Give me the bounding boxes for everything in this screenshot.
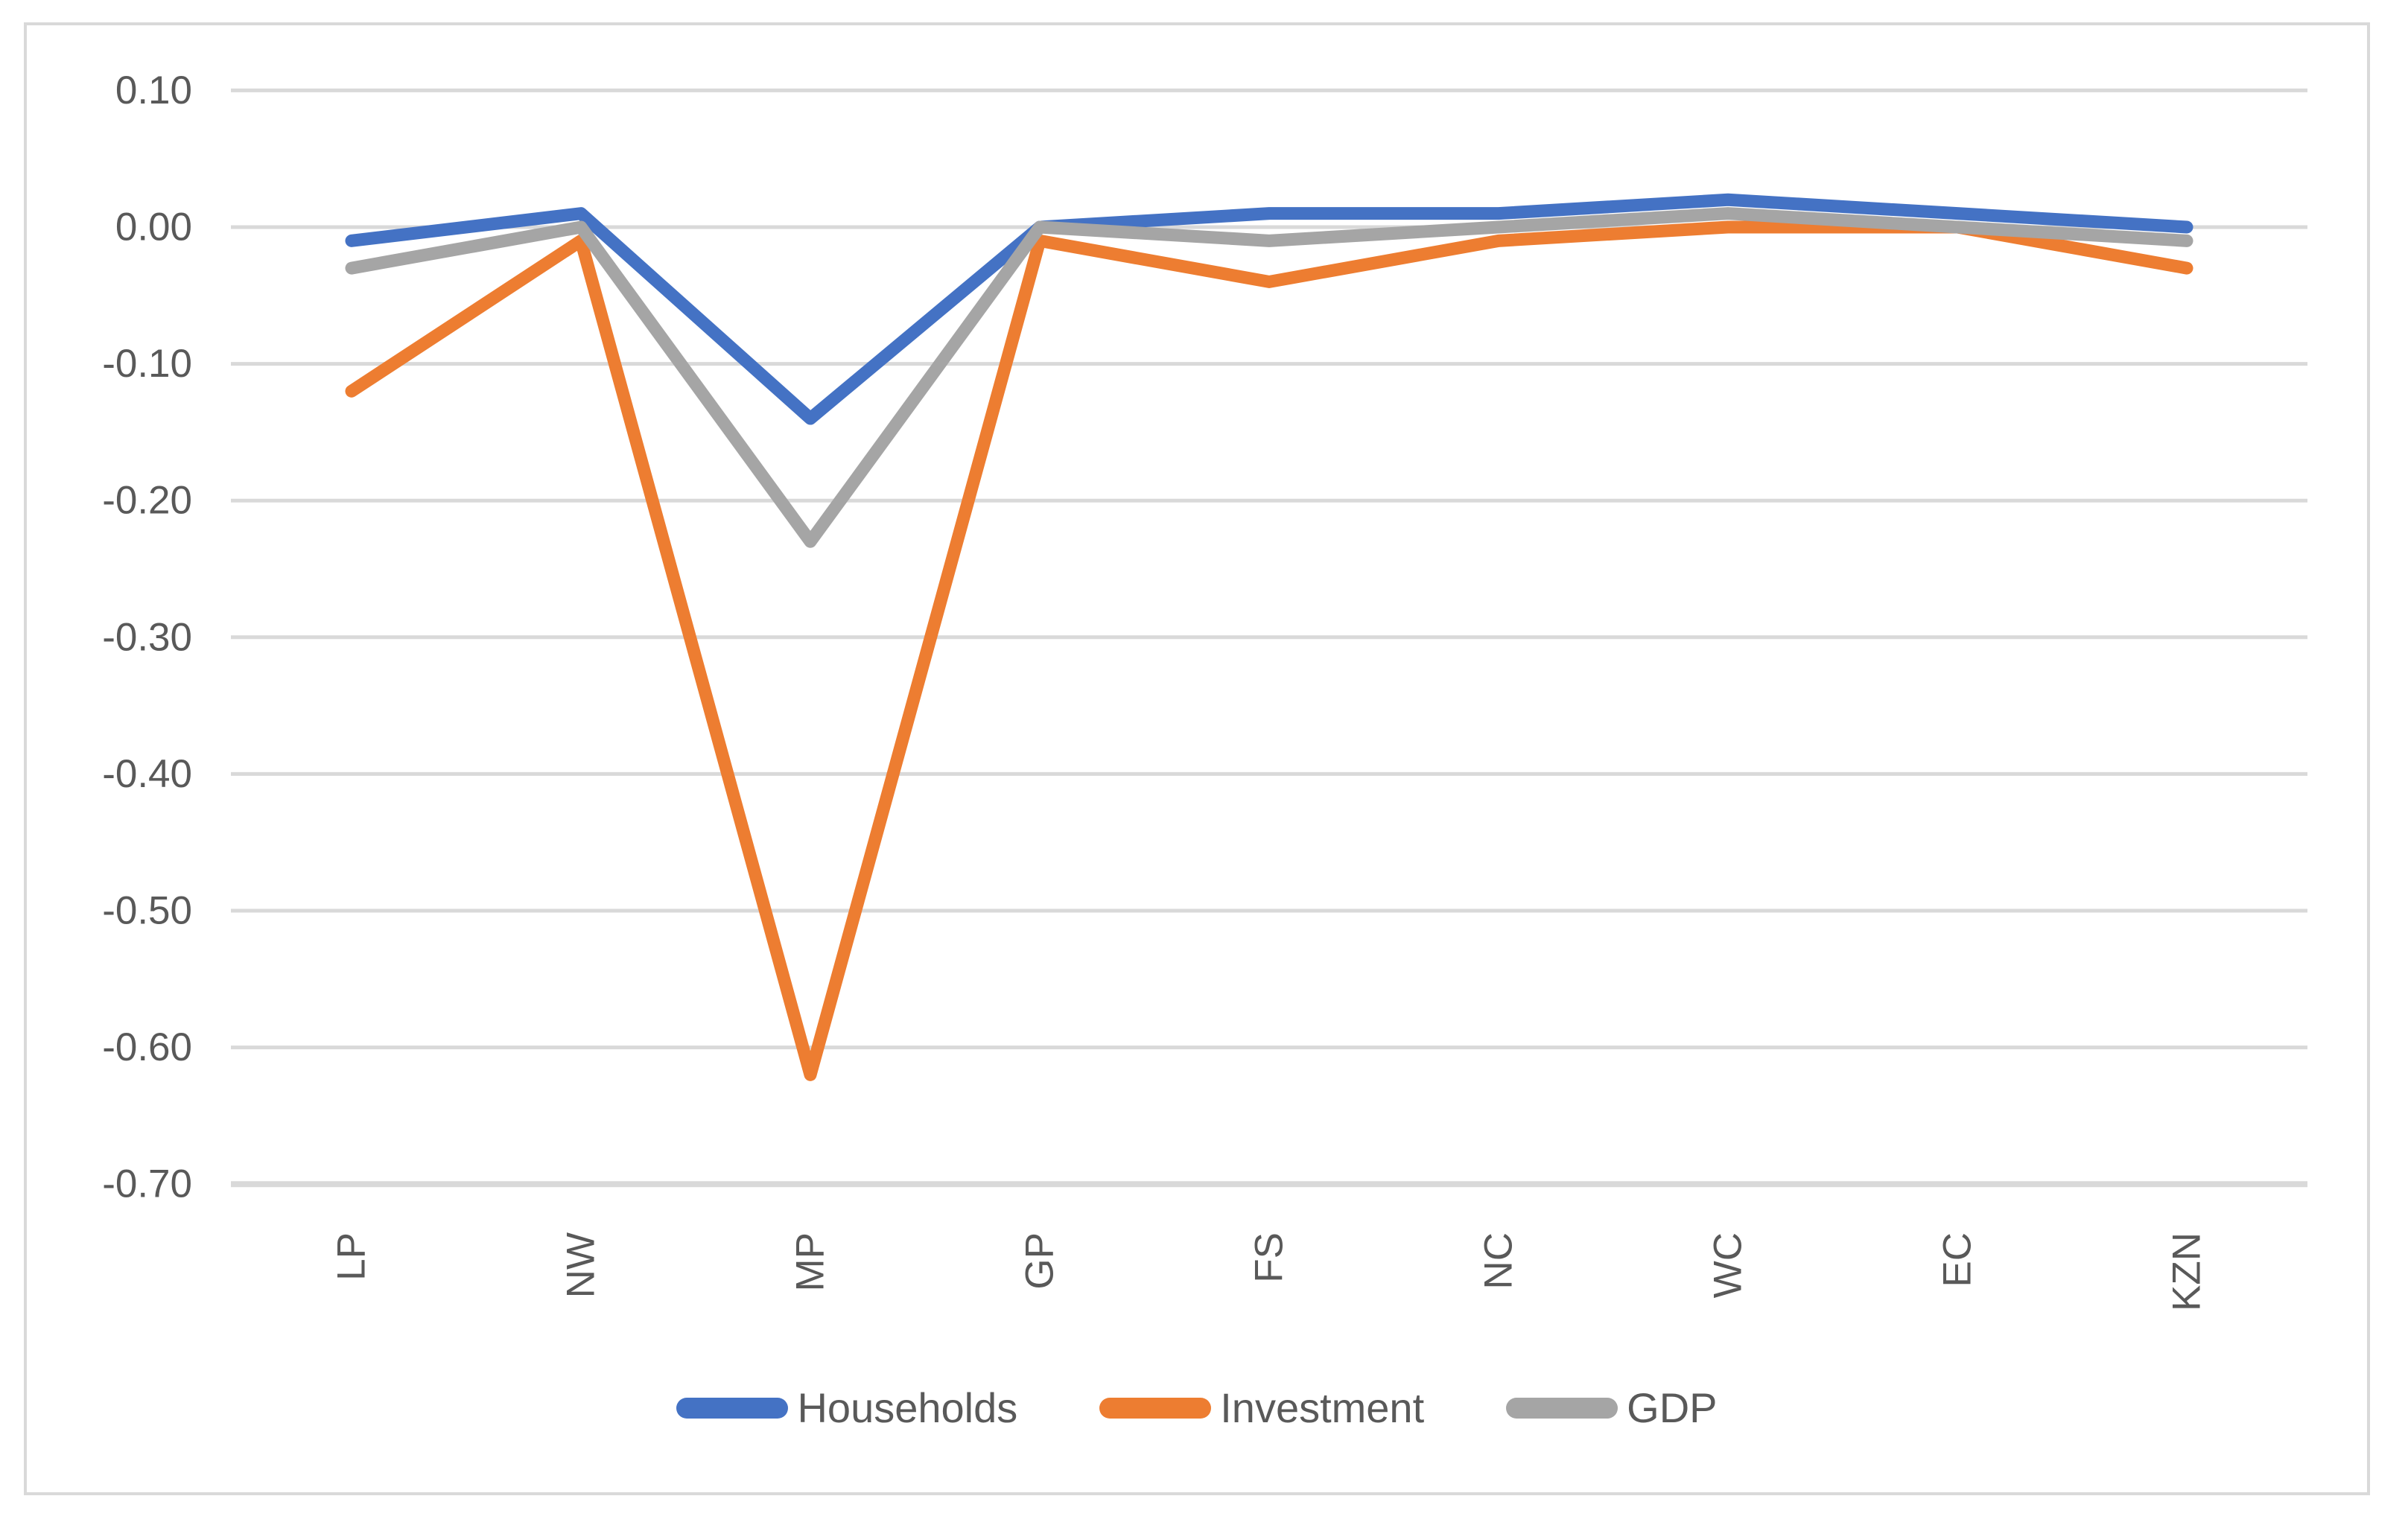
x-category-label: NW	[559, 1232, 603, 1298]
x-category-label: EC	[1936, 1232, 1980, 1287]
series-line-gdp	[345, 207, 2193, 548]
y-tick-label: -0.70	[102, 1162, 192, 1206]
y-tick-label: -0.60	[102, 1025, 192, 1069]
series-line-investment	[345, 220, 2193, 1081]
x-category-label: GP	[1018, 1232, 1062, 1290]
y-tick-label: -0.30	[102, 615, 192, 659]
x-category-label: MP	[789, 1232, 833, 1292]
gridlines-group	[231, 88, 2307, 1188]
y-tick-label: -0.50	[102, 889, 192, 933]
x-category-label: FS	[1248, 1232, 1292, 1283]
series-lines-group	[345, 193, 2193, 1081]
legend-label: Households	[797, 1384, 1018, 1431]
y-tick-label: 0.10	[115, 69, 192, 112]
y-axis-tick-labels: 0.10 0.00 -0.10 -0.20 -0.30 -0.40 -0.50 -0.60 -0…	[102, 69, 192, 1206]
x-category-label: WC	[1706, 1232, 1750, 1298]
legend-item-households: Households	[676, 1384, 1017, 1432]
y-tick-label: 0.00	[115, 206, 192, 249]
legend-swatch-gdp	[1506, 1397, 1618, 1419]
y-tick-label: -0.10	[102, 342, 192, 386]
series-line-households	[345, 193, 2193, 425]
legend-label: Investment	[1220, 1384, 1425, 1431]
y-tick-label: -0.20	[102, 479, 192, 523]
x-axis-category-labels: LP NW MP GP FS NC WC EC KZN	[330, 1232, 2209, 1311]
chart-legend: Households Investment GDP	[24, 1384, 2370, 1432]
x-category-label: LP	[330, 1232, 374, 1281]
legend-label: GDP	[1627, 1384, 1718, 1431]
legend-item-gdp: GDP	[1506, 1384, 1718, 1432]
legend-item-investment: Investment	[1099, 1384, 1424, 1432]
x-category-label: KZN	[2165, 1232, 2209, 1311]
x-category-label: NC	[1477, 1232, 1521, 1290]
y-tick-label: -0.40	[102, 752, 192, 796]
legend-swatch-households	[676, 1397, 789, 1419]
legend-swatch-investment	[1099, 1397, 1212, 1419]
